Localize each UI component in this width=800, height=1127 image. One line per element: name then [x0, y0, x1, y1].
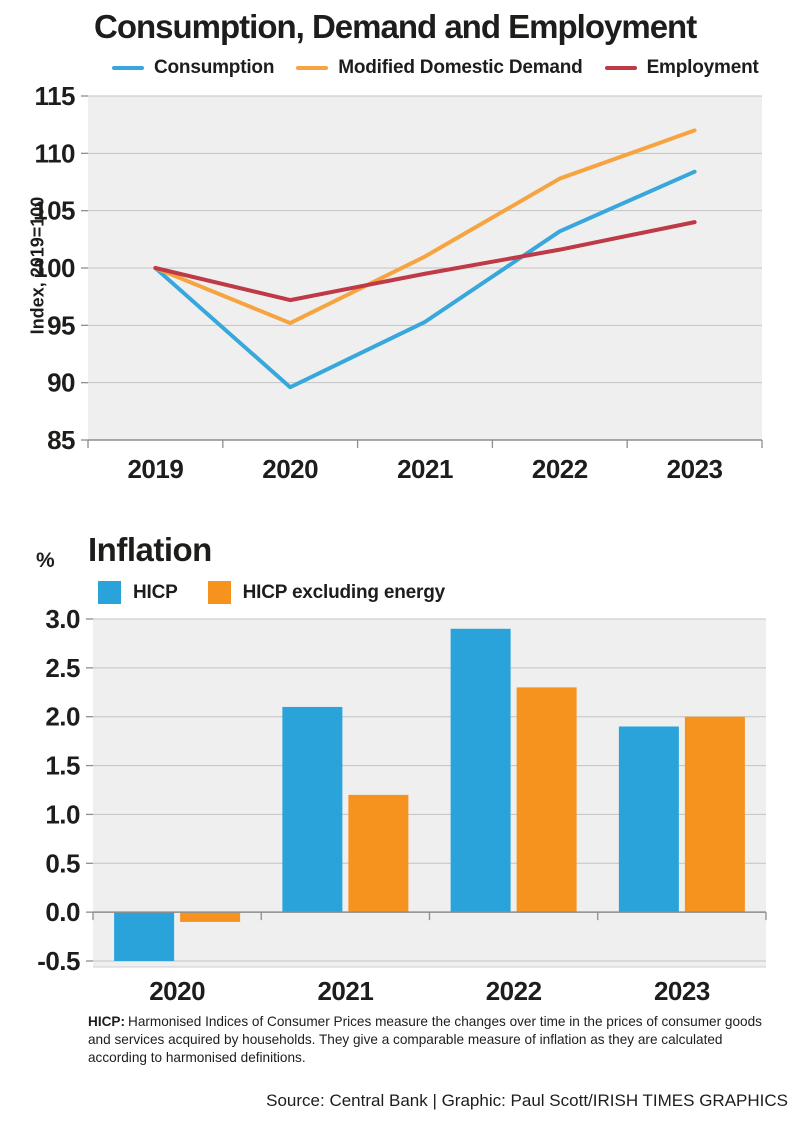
series-line-consumption — [153, 169, 697, 390]
x-tick-label: 2023 — [654, 976, 710, 1006]
x-tick-label: 2020 — [149, 976, 205, 1006]
x-tick-label: 2021 — [317, 976, 373, 1006]
bar-hicp-excluding-energy-2023 — [684, 716, 745, 913]
bar-hicp-excluding-energy-2020 — [180, 912, 241, 922]
line-chart-title: Consumption, Demand and Employment — [94, 8, 697, 45]
y-tick-label: 110 — [35, 138, 75, 168]
y-tick-label: 2.0 — [45, 702, 80, 732]
x-tick-label: 2021 — [397, 454, 453, 484]
line-chart-legend: Consumption Modified Domestic Demand Emp… — [112, 57, 781, 79]
legend-label-hicp-excluding-energy: HICP excluding energy — [242, 581, 446, 603]
bar-chart-legend: HICP HICP excluding energy — [98, 581, 445, 604]
series-line-modified-domestic-demand — [153, 128, 697, 326]
y-tick-label: 1.0 — [45, 799, 80, 829]
hicp-swatch — [98, 581, 121, 604]
footnote-term: HICP: — [88, 1014, 126, 1029]
hicp-excluding-energy-swatch — [207, 581, 231, 604]
y-tick-label: 95 — [47, 310, 75, 340]
legend-label-modified-domestic-demand: Modified Domestic Demand — [338, 57, 583, 78]
bar-hicp-excluding-energy-2022 — [516, 687, 577, 913]
y-tick-label: 100 — [33, 253, 75, 283]
legend-label-hicp: HICP — [133, 581, 178, 603]
y-tick-label: 0.5 — [45, 848, 80, 878]
y-tick-label: 1.5 — [45, 751, 80, 781]
bar-hicp-2020 — [114, 912, 175, 961]
y-tick-label: 115 — [35, 84, 75, 111]
bar-hicp-2022 — [450, 628, 511, 913]
y-tick-label: 3.0 — [45, 604, 80, 634]
employment-line-swatch — [604, 66, 637, 70]
modified-domestic-demand-line-swatch — [296, 66, 329, 70]
legend-item-hicp: HICP — [98, 581, 178, 604]
x-tick-label: 2022 — [486, 976, 542, 1006]
line-chart: 115 110 105 100 95 90 85 2019 2020 2021 2022 2023 — [33, 84, 763, 484]
footnote: HICP: Harmonised Indices of Consumer Pric… — [88, 1013, 780, 1068]
y-tick-label: -0.5 — [37, 946, 80, 976]
x-tick-label: 2023 — [667, 454, 723, 484]
x-tick-label: 2022 — [532, 454, 588, 484]
bar-chart: 3.0 2.5 2.0 1.5 1.0 0.5 0.0 -0.5 2020 2021 2022 202… — [37, 604, 767, 1006]
y-tick-label: 2.5 — [45, 653, 80, 683]
bar-chart-y-axis-title: % — [36, 549, 55, 572]
source-credit: Source: Central Bank | Graphic: Paul Sco… — [266, 1091, 788, 1110]
consumption-line-swatch — [112, 66, 144, 70]
y-tick-label: 105 — [33, 196, 75, 226]
bar-hicp-excluding-energy-2021 — [348, 794, 409, 913]
bar-hicp-2023 — [618, 726, 679, 913]
legend-item-consumption: Consumption — [112, 57, 274, 79]
bar-hicp-2021 — [282, 706, 343, 913]
x-tick-label: 2020 — [262, 454, 318, 484]
legend-item-modified-domestic-demand: Modified Domestic Demand — [296, 57, 583, 79]
y-tick-label: 0.0 — [45, 897, 80, 927]
legend-item-employment: Employment — [604, 57, 759, 79]
legend-label-consumption: Consumption — [154, 57, 275, 78]
series-line-employment — [153, 220, 697, 303]
legend-label-employment: Employment — [646, 57, 759, 78]
legend-item-hicp-excluding-energy: HICP excluding energy — [207, 581, 446, 604]
footnote-text: Harmonised Indices of Consumer Prices me… — [88, 1014, 762, 1066]
y-tick-label: 90 — [47, 368, 75, 398]
bar-chart-title: Inflation — [88, 531, 212, 568]
x-tick-label: 2019 — [127, 454, 183, 484]
y-tick-label: 85 — [47, 425, 75, 455]
